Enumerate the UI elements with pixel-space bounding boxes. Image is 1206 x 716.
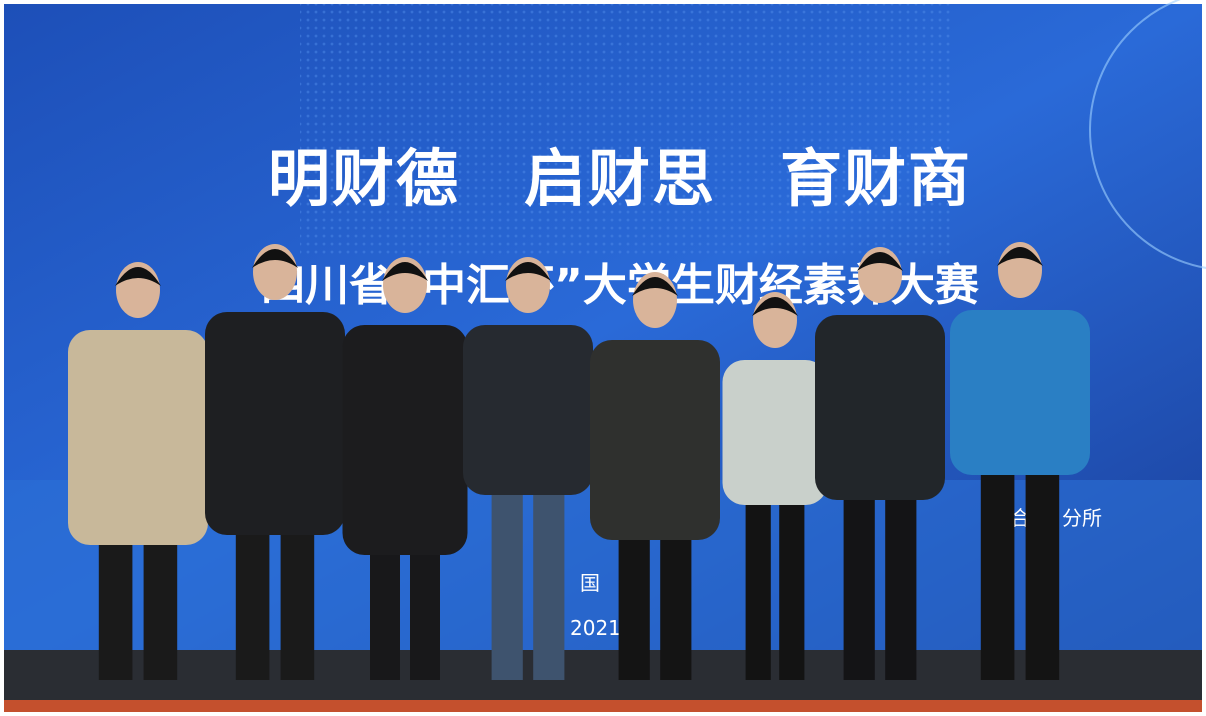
leg — [533, 485, 565, 680]
hair — [752, 297, 798, 316]
leg — [779, 495, 805, 680]
coat — [815, 315, 945, 500]
headline: 明财德 启财思 育财商 — [268, 142, 972, 215]
leg — [370, 545, 400, 680]
hair — [252, 249, 298, 268]
people — [68, 242, 1090, 680]
coat — [342, 325, 468, 555]
leg — [885, 490, 917, 680]
dot-pattern — [300, 4, 950, 254]
hair — [857, 252, 903, 271]
floor-edge — [4, 700, 1202, 712]
leg — [660, 530, 692, 680]
hair — [115, 267, 161, 286]
leg — [98, 535, 133, 680]
hair — [382, 262, 428, 281]
leg — [618, 530, 650, 680]
leg — [235, 525, 270, 680]
leg — [843, 490, 875, 680]
leg — [745, 495, 771, 680]
coat — [463, 325, 593, 495]
coat — [590, 340, 720, 540]
coat — [68, 330, 208, 545]
coat — [722, 360, 828, 505]
leg — [280, 525, 315, 680]
coat — [950, 310, 1090, 475]
leg — [410, 545, 440, 680]
fragment: 国 — [580, 571, 600, 595]
leg — [491, 485, 523, 680]
hair — [505, 262, 551, 281]
leg — [980, 465, 1015, 680]
globe — [1089, 0, 1206, 269]
hair — [997, 247, 1043, 266]
hair — [632, 277, 678, 296]
leg — [143, 535, 178, 680]
leg — [1025, 465, 1060, 680]
fragment: 分所 — [1062, 506, 1102, 530]
fragment: 2021 — [570, 616, 621, 640]
coat — [205, 312, 345, 535]
